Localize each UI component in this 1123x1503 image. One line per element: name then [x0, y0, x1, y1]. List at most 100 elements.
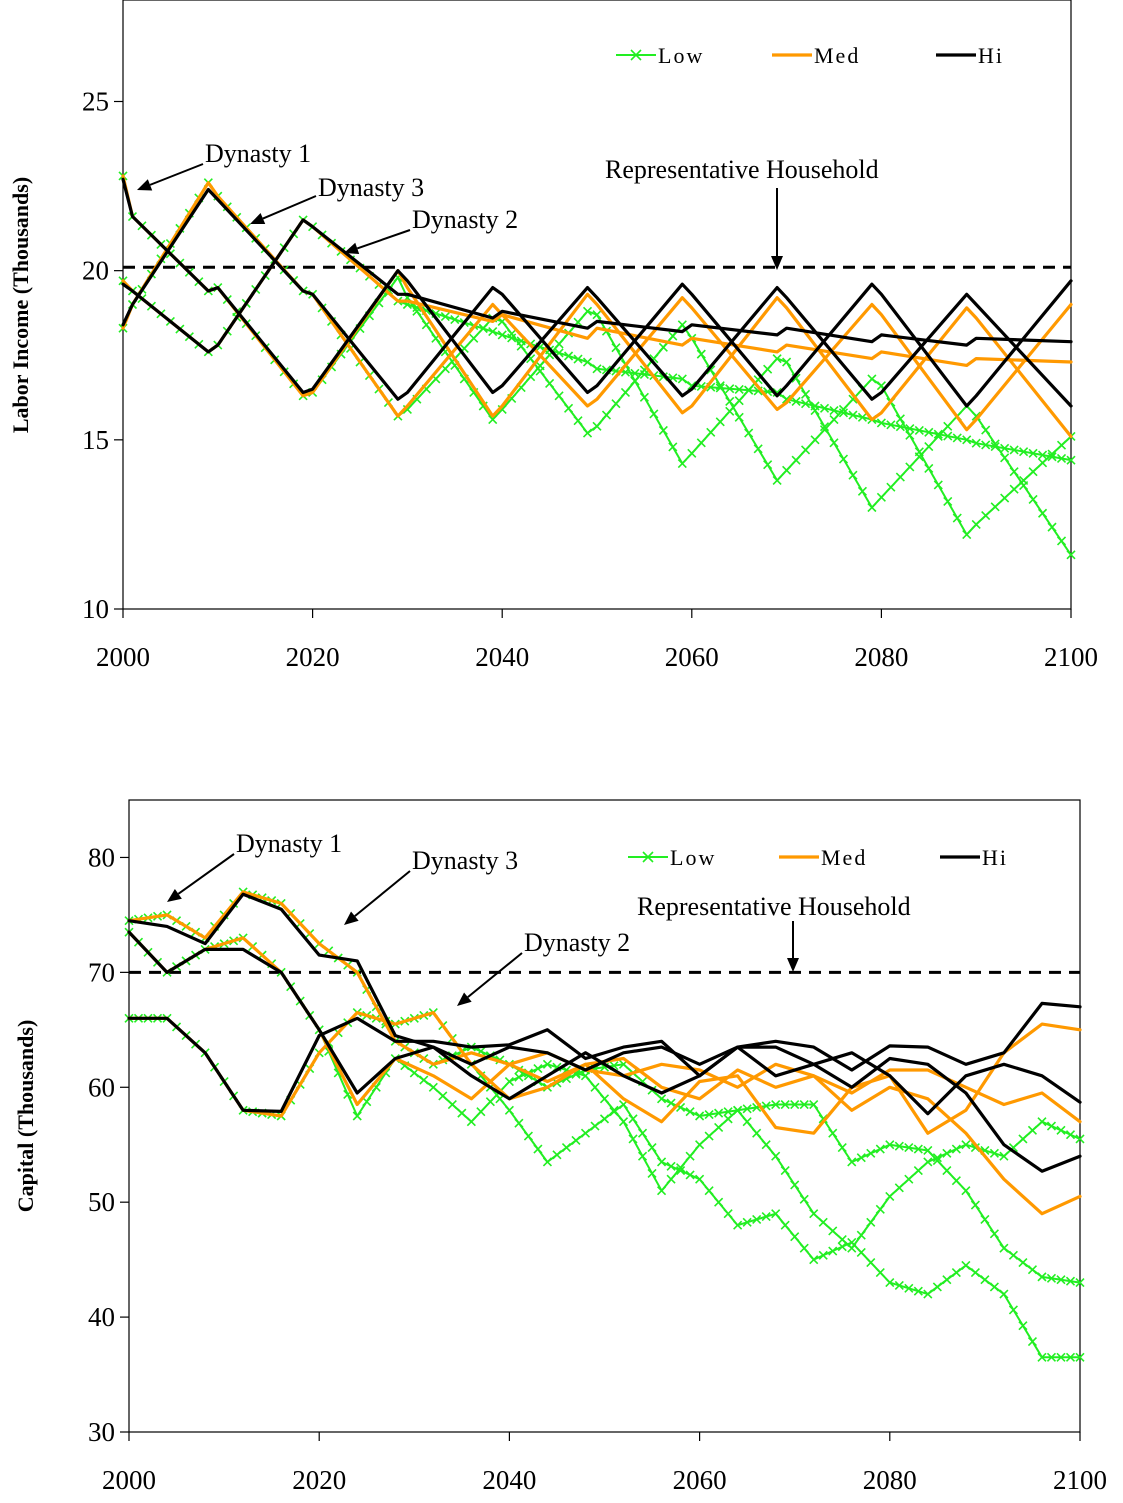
- data-point-marker: [980, 1214, 990, 1224]
- data-point-marker: [894, 1183, 904, 1193]
- data-point-marker: [875, 1204, 885, 1214]
- data-point-marker: [488, 414, 498, 425]
- data-point-marker: [1037, 450, 1048, 460]
- data-point-marker: [734, 396, 744, 406]
- annotation-arrow-head: [787, 958, 799, 972]
- annotation-arrow-shaft: [262, 195, 317, 220]
- data-point-marker: [763, 460, 773, 470]
- data-point-marker: [1065, 1276, 1076, 1286]
- legend-item-low: Low: [616, 43, 702, 68]
- y-axis-label: Labor Income (Thousands): [8, 177, 33, 433]
- data-point-marker: [1056, 440, 1067, 450]
- data-point-marker: [563, 403, 574, 413]
- data-point-marker: [457, 1108, 467, 1118]
- data-point-marker: [981, 440, 991, 450]
- data-point-marker: [886, 482, 896, 492]
- data-point-marker: [440, 311, 450, 322]
- y-tick-label: 15: [82, 425, 109, 455]
- data-point-marker: [580, 1071, 591, 1081]
- data-point-marker: [677, 320, 687, 330]
- data-point-marker: [932, 1282, 942, 1292]
- data-point-marker: [676, 1166, 686, 1176]
- data-point-marker: [829, 438, 839, 448]
- data-point-marker: [504, 1105, 514, 1115]
- data-point-marker: [837, 1234, 847, 1245]
- data-point-marker: [485, 1097, 495, 1107]
- series-low-dynasty-1-markers: [118, 171, 1076, 560]
- data-point-marker: [1027, 1265, 1038, 1275]
- data-point-marker: [894, 1141, 904, 1151]
- data-point-marker: [592, 310, 602, 320]
- data-point-marker: [837, 1143, 847, 1153]
- data-point-marker: [800, 445, 811, 455]
- data-point-marker: [933, 429, 943, 439]
- data-point-marker: [810, 435, 820, 445]
- data-point-marker: [753, 444, 763, 454]
- y-tick-label: 30: [88, 1417, 115, 1447]
- data-point-marker: [971, 411, 981, 421]
- data-point-marker: [725, 384, 735, 394]
- data-point-marker: [951, 1176, 961, 1186]
- data-point-marker: [620, 387, 631, 398]
- series-med-dynasty-2-line: [127, 1010, 1082, 1135]
- data-point-marker: [1065, 1130, 1076, 1140]
- data-point-marker: [771, 1209, 781, 1219]
- data-point-marker: [800, 389, 811, 399]
- series-hi-dynasty-2-line: [121, 187, 1073, 408]
- plot-frame: [128, 799, 1081, 1433]
- data-point-marker: [723, 1107, 733, 1117]
- series-hi-dynasty-3-line: [121, 218, 1073, 354]
- data-point-marker: [952, 433, 962, 443]
- data-point-marker: [990, 502, 1000, 512]
- data-point-marker: [943, 431, 953, 441]
- legend-item-med: Med: [772, 43, 858, 68]
- data-point-marker: [744, 428, 754, 438]
- data-point-marker: [856, 1153, 866, 1163]
- data-point-marker: [466, 1117, 476, 1127]
- data-point-marker: [715, 383, 725, 393]
- data-point-marker: [497, 330, 507, 340]
- data-point-marker: [772, 354, 782, 364]
- data-point-marker: [857, 486, 868, 496]
- annotation: Dynasty 3: [250, 173, 424, 225]
- data-point-marker: [971, 519, 981, 529]
- data-point-marker: [790, 1180, 800, 1190]
- data-point-marker: [752, 1128, 762, 1138]
- data-point-marker: [999, 1151, 1009, 1161]
- annotation-arrow-shaft: [354, 870, 411, 917]
- data-point-marker: [895, 422, 905, 432]
- legend-label: Hi: [978, 43, 1004, 68]
- data-point-marker: [1065, 1352, 1076, 1362]
- annotation: Dynasty 1: [167, 829, 342, 902]
- data-point-marker: [542, 1059, 553, 1069]
- data-point-marker: [962, 435, 972, 445]
- data-point-marker: [734, 384, 744, 395]
- data-point-marker: [1018, 1134, 1028, 1144]
- data-point-marker: [656, 1157, 667, 1167]
- data-point-marker: [924, 463, 934, 473]
- legend-item-med: Med: [779, 845, 865, 870]
- data-point-marker: [885, 1278, 895, 1288]
- y-tick-label: 20: [82, 256, 109, 286]
- data-point-marker: [582, 357, 593, 367]
- y-tick-label: 70: [88, 957, 115, 987]
- data-point-marker: [647, 1168, 657, 1179]
- data-point-marker: [1000, 443, 1010, 453]
- data-point-marker: [504, 1076, 514, 1087]
- data-point-marker: [552, 1150, 562, 1160]
- data-point-marker: [1009, 445, 1019, 455]
- data-point-marker: [848, 470, 858, 480]
- data-point-marker: [999, 1289, 1009, 1299]
- y-tick-label: 50: [88, 1187, 115, 1217]
- data-point-marker: [507, 333, 517, 343]
- data-point-marker: [1075, 1352, 1085, 1362]
- data-point-marker: [829, 414, 839, 425]
- data-point-marker: [554, 339, 564, 349]
- data-point-marker: [1075, 1134, 1085, 1144]
- data-point-marker: [866, 1148, 876, 1158]
- data-point-marker: [800, 399, 811, 409]
- data-point-marker: [1028, 448, 1038, 458]
- data-point-marker: [1047, 452, 1057, 462]
- data-point-marker: [761, 1140, 771, 1150]
- data-point-marker: [696, 349, 706, 359]
